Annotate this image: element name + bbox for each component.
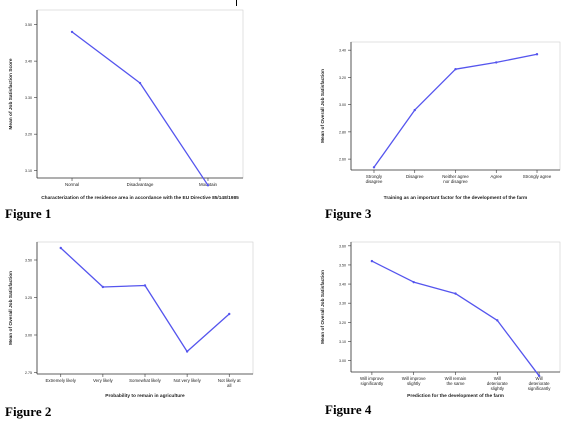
chart-2-data-point — [59, 246, 62, 250]
chart-1-y-tick-label: 3.10 — [25, 169, 32, 173]
chart-2-x-tick-label: Not likely at all — [218, 378, 241, 388]
chart-2-y-axis-title: Mean of Overall Job Satisfaction — [8, 271, 14, 345]
chart-1-x-tick-label: Disadvantage — [127, 182, 154, 187]
chart-3-y-tick-label: 2.60 — [339, 158, 346, 162]
chart-4-y-tick-label: 3.00 — [339, 359, 346, 363]
chart-1-x-axis-title: Characterization of the residence area i… — [41, 195, 239, 201]
chart-panel-4: 3.60 3.50 3.40 3.30 3.20 3.10 3.00 Will improve… — [315, 236, 565, 400]
chart-2-x-tick-label: Not very likely — [173, 378, 201, 383]
chart-3-x-tick-label: Agree — [490, 174, 502, 179]
chart-3-plot-frame — [350, 41, 561, 171]
chart-3-x-axis-title: Training as an important factor for the … — [384, 195, 528, 201]
figure-2-caption: Figure 2 — [5, 404, 52, 419]
chart-2-y-tick-label: 3.00 — [25, 334, 32, 338]
chart-panel-2: 3.50 3.25 3.00 2.75 Extremely likely Very lik… — [3, 234, 258, 400]
chart-4-data-point — [454, 292, 457, 295]
chart-2-x-tick-label: Somewhat likely — [129, 378, 162, 383]
chart-1-plot-frame — [36, 9, 244, 179]
chart-2-data-point — [228, 312, 231, 316]
chart-3-y-tick-label: 3.40 — [339, 49, 346, 53]
chart-3-y-tick-label: 3.00 — [339, 103, 346, 107]
chart-3-data-point — [535, 53, 539, 56]
page-edge-mark — [236, 0, 237, 6]
chart-4-data-point — [412, 280, 415, 284]
chart-1-y-tick-label: 3.50 — [25, 23, 32, 27]
chart-1-y-tick-label: 3.20 — [25, 133, 32, 137]
chart-4-x-axis-title: Prediction for the development of the fa… — [407, 393, 504, 399]
chart-1-data-point — [70, 30, 74, 34]
chart-2-y-tick-label: 2.75 — [25, 371, 32, 375]
chart-3-y-axis-title: Mean of Overall Job Satisfaction — [320, 69, 326, 143]
chart-3-data-point — [413, 108, 416, 112]
chart-1-y-tick-label: 3.30 — [25, 96, 32, 100]
chart-2-x-tick-label: Extremely likely — [46, 378, 77, 383]
chart-3-x-tick-label: Strongly disagree — [366, 174, 383, 184]
chart-3-y-tick-label: 3.20 — [339, 76, 346, 80]
chart-4-data-point — [496, 319, 499, 322]
chart-3-data-point — [495, 61, 498, 64]
chart-3-x-tick-label: Strongly agree — [523, 174, 552, 179]
chart-4-y-tick-label: 3.40 — [339, 283, 346, 287]
chart-4-x-tick-label: Will deteriorate slightly — [487, 376, 509, 391]
chart-2-x-axis-title: Probability to remain in agriculture — [105, 393, 185, 399]
chart-2-data-point — [185, 350, 189, 353]
chart-4-y-tick-label: 3.30 — [339, 302, 346, 306]
chart-4-x-tick-label: Will remain the same — [445, 376, 467, 386]
chart-4-plot-frame — [350, 241, 561, 373]
figure-1-caption: Figure 1 — [5, 206, 52, 221]
chart-4-y-tick-label: 3.50 — [339, 263, 346, 267]
chart-2-svg: 3.50 3.25 3.00 2.75 Extremely likely Very lik… — [8, 241, 254, 399]
chart-2-plot-frame — [36, 241, 254, 375]
chart-3-x-tick-label: Disagree — [406, 174, 424, 179]
chart-3-x-tick-label: Neither agree nor disagree — [442, 174, 469, 184]
chart-1-data-point — [138, 81, 142, 85]
chart-4-y-axis-title: Mean of Overall Job Satisfaction — [320, 270, 326, 344]
chart-2-y-tick-label: 3.50 — [25, 259, 32, 263]
chart-1-svg: 3.503.403.303.203.10NormalDisadvantageMo… — [8, 9, 244, 201]
chart-1-y-tick-label: 3.40 — [25, 60, 32, 64]
chart-4-data-point — [537, 374, 541, 378]
chart-3-data-point — [372, 166, 376, 169]
chart-2-data-point — [143, 284, 147, 287]
chart-4-x-tick-label: Will improve significantly — [360, 376, 384, 386]
chart-2-x-tick-label: Very likely — [93, 378, 114, 383]
figure-4-caption: Figure 4 — [325, 402, 372, 417]
chart-2-data-point — [101, 285, 105, 289]
chart-4-y-tick-label: 3.10 — [339, 340, 346, 344]
chart-3-data-point — [454, 68, 457, 71]
chart-1-y-axis-title: Mean of Job Satisfaction Score — [8, 58, 14, 130]
figure-3-caption: Figure 3 — [325, 206, 372, 221]
chart-4-x-tick-label: Will deteriorate significantly — [528, 376, 551, 391]
chart-4-y-tick-label: 3.60 — [339, 244, 346, 248]
chart-panel-1: 3.503.403.303.203.10NormalDisadvantageMo… — [3, 2, 248, 202]
chart-1-x-tick-label: Normal — [65, 182, 79, 187]
chart-4-y-tick-label: 3.20 — [339, 321, 346, 325]
chart-4-data-point — [370, 259, 374, 263]
chart-3-svg: 3.40 3.20 3.00 2.80 2.60 Strongly disagree Disa… — [320, 41, 561, 201]
chart-4-svg: 3.60 3.50 3.40 3.30 3.20 3.10 3.00 Will improve… — [320, 241, 561, 399]
chart-4-x-tick-label: Will improve slightly — [402, 376, 426, 386]
chart-panel-3: 3.40 3.20 3.00 2.80 2.60 Strongly disagree Disa… — [315, 34, 565, 202]
chart-2-y-tick-label: 3.25 — [25, 296, 32, 300]
chart-1-data-point — [206, 184, 210, 187]
chart-3-y-tick-label: 2.80 — [339, 130, 346, 134]
